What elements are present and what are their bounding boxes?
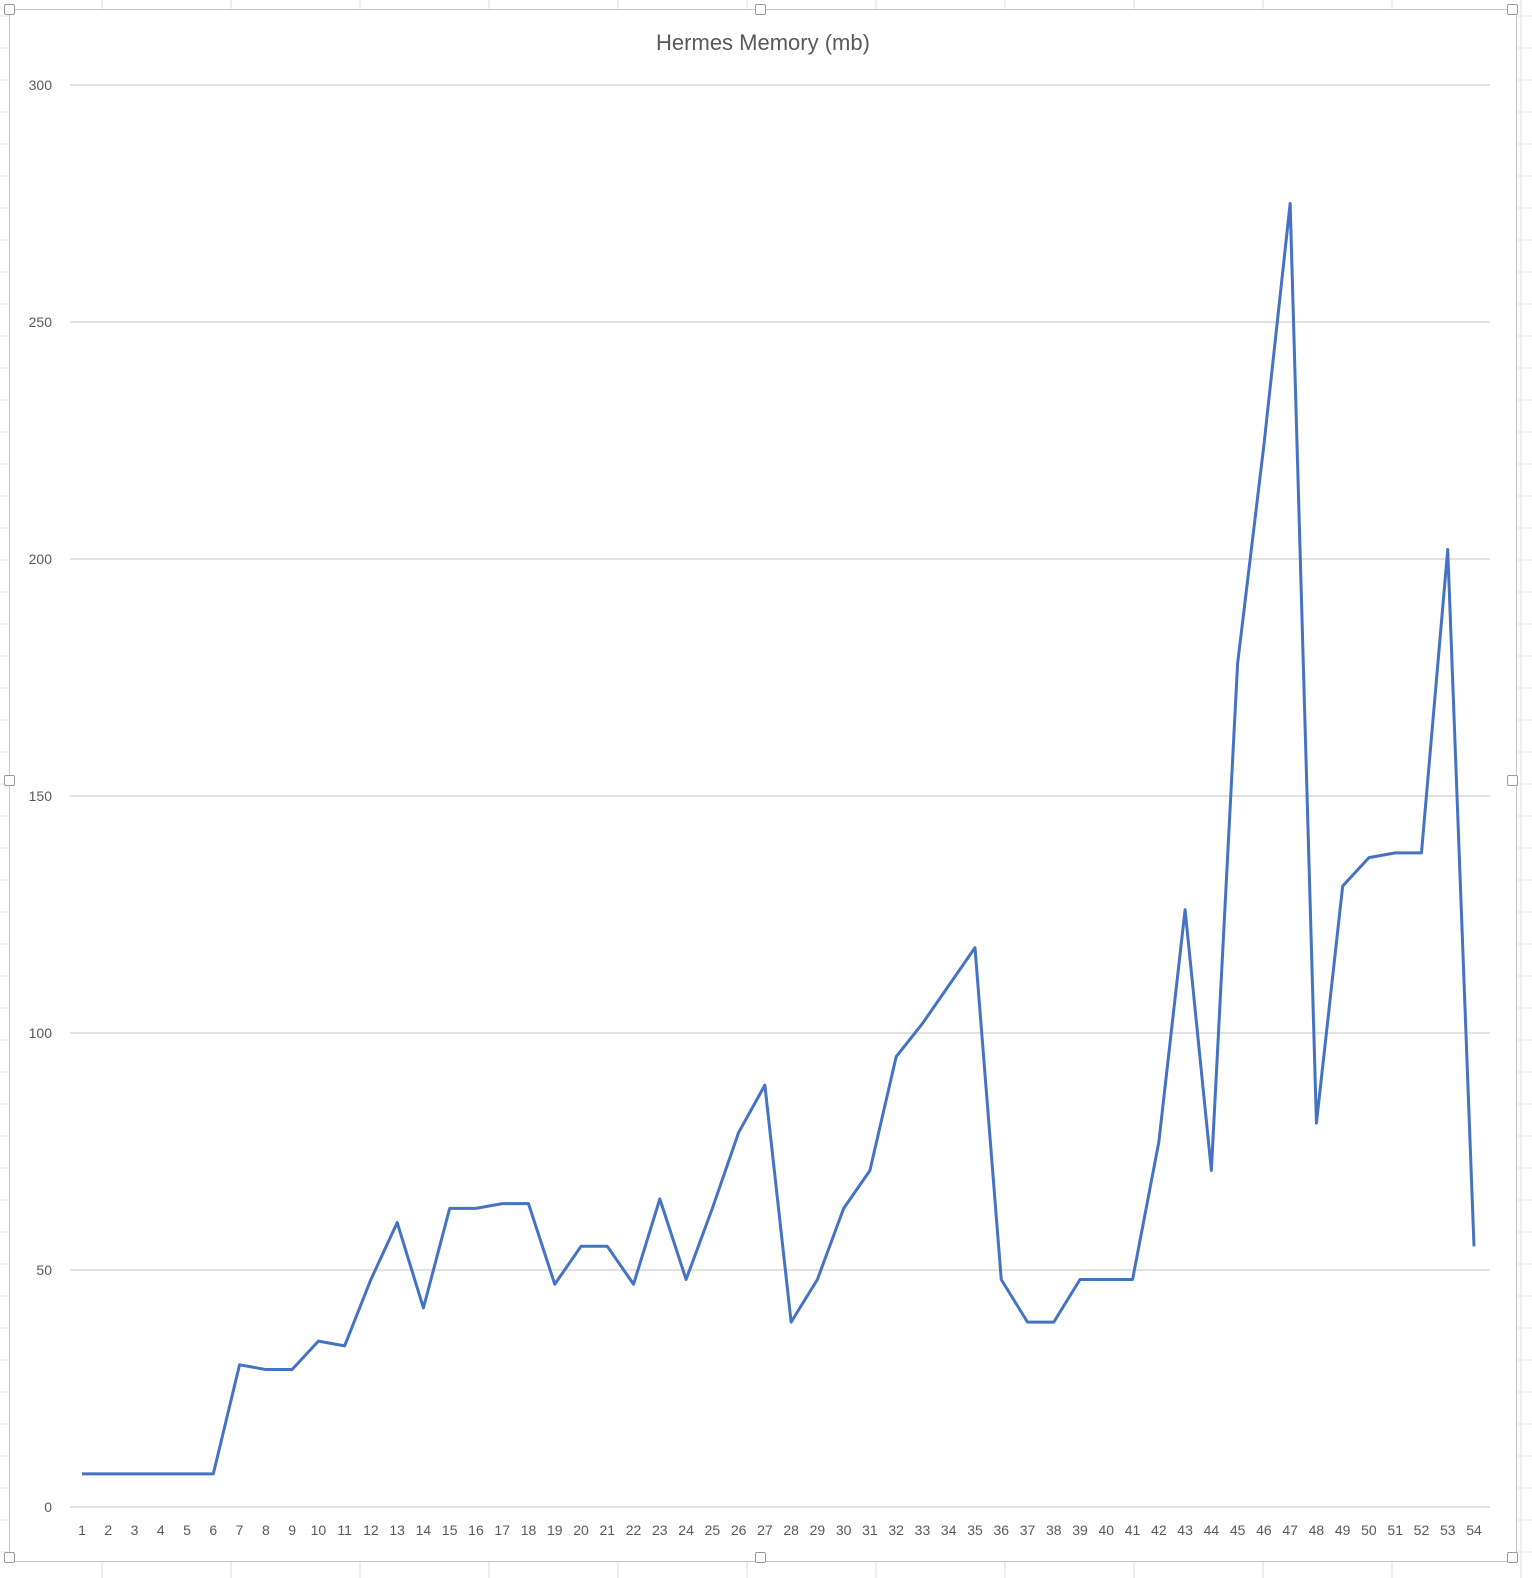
x-tick-label: 23: [652, 1522, 668, 1538]
resize-handle-top-center[interactable]: [755, 4, 766, 15]
x-tick-label: 31: [862, 1522, 878, 1538]
series-line: [82, 202, 1476, 1476]
x-tick-label: 21: [599, 1522, 615, 1538]
data-points: [80, 202, 1476, 1476]
x-tick-label: 50: [1361, 1522, 1377, 1538]
gridlines: [70, 84, 1490, 1271]
x-tick-label: 22: [626, 1522, 642, 1538]
x-tick-label: 45: [1230, 1522, 1246, 1538]
x-tick-label: 39: [1072, 1522, 1088, 1538]
x-tick-label: 42: [1151, 1522, 1167, 1538]
chart-area[interactable]: 0 50 100 150 200 250 300 1 2 3 4 5 6 7 8 9 10 11 12 13 14 15…: [4, 4, 1518, 1563]
y-tick-label: 300: [29, 77, 53, 93]
y-tick-label: 200: [29, 551, 53, 567]
y-axis-tick-labels: 0 50 100 150 200 250 300: [29, 77, 53, 1515]
y-tick-label: 50: [36, 1262, 52, 1278]
y-tick-label: 250: [29, 314, 53, 330]
x-tick-label: 6: [209, 1522, 217, 1538]
x-tick-label: 30: [836, 1522, 852, 1538]
x-tick-label: 12: [363, 1522, 379, 1538]
y-tick-label: 0: [44, 1499, 52, 1515]
resize-handle-middle-right[interactable]: [1507, 775, 1518, 786]
x-tick-label: 32: [888, 1522, 904, 1538]
y-tick-label: 150: [29, 788, 53, 804]
x-tick-label: 19: [547, 1522, 563, 1538]
x-tick-label: 4: [157, 1522, 165, 1538]
resize-handle-bottom-left[interactable]: [4, 1552, 15, 1563]
x-tick-label: 17: [494, 1522, 510, 1538]
x-tick-label: 3: [131, 1522, 139, 1538]
x-tick-label: 28: [783, 1522, 799, 1538]
chart-title: Hermes Memory (mb): [656, 30, 870, 55]
x-tick-label: 48: [1309, 1522, 1325, 1538]
x-tick-label: 20: [573, 1522, 589, 1538]
x-tick-label: 7: [236, 1522, 244, 1538]
x-axis-tick-labels: 1 2 3 4 5 6 7 8 9 10 11 12 13 14 15 16 17 18 19 20 21 22 23 24 2…: [78, 1522, 1482, 1538]
x-tick-label: 9: [288, 1522, 296, 1538]
x-tick-label: 52: [1414, 1522, 1430, 1538]
x-tick-label: 1: [78, 1522, 86, 1538]
x-tick-label: 16: [468, 1522, 484, 1538]
x-tick-label: 11: [337, 1522, 352, 1538]
x-tick-label: 8: [262, 1522, 270, 1538]
x-tick-label: 54: [1466, 1522, 1482, 1538]
x-tick-label: 24: [678, 1522, 694, 1538]
x-tick-label: 27: [757, 1522, 773, 1538]
x-tick-label: 25: [705, 1522, 721, 1538]
resize-handle-bottom-right[interactable]: [1507, 1552, 1518, 1563]
x-tick-label: 40: [1099, 1522, 1115, 1538]
x-tick-label: 10: [311, 1522, 327, 1538]
x-tick-label: 5: [183, 1522, 191, 1538]
x-tick-label: 41: [1125, 1522, 1141, 1538]
x-tick-label: 36: [993, 1522, 1009, 1538]
x-tick-label: 35: [967, 1522, 983, 1538]
x-tick-label: 53: [1440, 1522, 1456, 1538]
x-tick-label: 51: [1387, 1522, 1403, 1538]
x-tick-label: 47: [1282, 1522, 1298, 1538]
resize-handle-middle-left[interactable]: [4, 775, 15, 786]
y-tick-label: 100: [29, 1025, 53, 1041]
x-tick-label: 18: [521, 1522, 537, 1538]
x-tick-label: 14: [416, 1522, 432, 1538]
x-tick-label: 37: [1020, 1522, 1036, 1538]
x-tick-label: 46: [1256, 1522, 1272, 1538]
resize-handle-top-right[interactable]: [1507, 4, 1518, 15]
x-tick-label: 49: [1335, 1522, 1351, 1538]
x-tick-label: 34: [941, 1522, 957, 1538]
x-tick-label: 33: [915, 1522, 931, 1538]
resize-handle-top-left[interactable]: [4, 4, 15, 15]
x-tick-label: 43: [1177, 1522, 1193, 1538]
x-tick-label: 15: [442, 1522, 458, 1538]
x-tick-label: 13: [389, 1522, 405, 1538]
x-tick-label: 29: [810, 1522, 826, 1538]
resize-handle-bottom-center[interactable]: [755, 1552, 766, 1563]
x-tick-label: 26: [731, 1522, 747, 1538]
x-tick-label: 44: [1204, 1522, 1220, 1538]
x-tick-label: 2: [104, 1522, 112, 1538]
x-tick-label: 38: [1046, 1522, 1062, 1538]
